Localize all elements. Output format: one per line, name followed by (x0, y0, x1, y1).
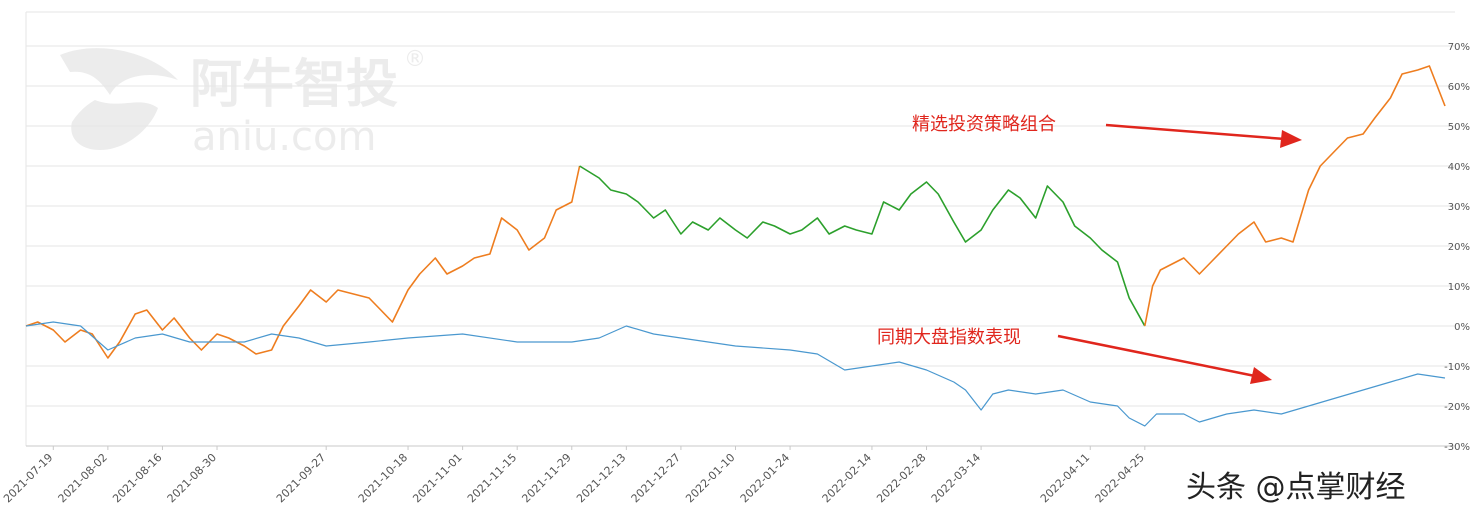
arrow-head-icon (1250, 367, 1272, 384)
portfolio-series-line (579, 165, 1146, 327)
y-tick-label: 70% (1448, 42, 1470, 53)
x-tick-label: 2021-11-01 (410, 451, 464, 505)
x-tick-label: 2021-07-19 (1, 451, 55, 505)
y-tick-label: -10% (1444, 362, 1470, 373)
grid-lines (25, 11, 1455, 447)
x-tick-label: 2022-04-25 (1093, 451, 1147, 505)
watermark-cn: 阿牛智投 (190, 55, 398, 115)
arrow-line (1057, 334, 1256, 378)
x-tick-label: 2022-03-14 (929, 451, 983, 505)
y-tick-label: -20% (1444, 402, 1470, 413)
x-tick-label: 2021-12-27 (629, 451, 683, 505)
x-tick-label: 2021-08-16 (110, 451, 164, 505)
portfolio-series-line (1144, 65, 1446, 327)
y-tick-label: 0% (1454, 322, 1470, 333)
series-lines (25, 65, 1446, 427)
x-tick-label: 2021-10-18 (356, 451, 410, 505)
x-tick-label: 2021-12-13 (574, 451, 628, 505)
x-axis: 2021-07-19 2021-08-02 2021-08-16 2021-08-30… (1, 446, 1147, 505)
annotation-index: 同期大盘指数表现 (877, 327, 1272, 384)
x-tick-label: 2021-11-29 (519, 451, 573, 505)
y-tick-label: -30% (1444, 442, 1470, 453)
credit-watermark: 头条 @点掌财经 (1186, 470, 1406, 505)
x-tick-label: 2021-08-30 (165, 451, 219, 505)
arrow-head-icon (1280, 130, 1302, 148)
index-series-line (25, 321, 1446, 427)
watermark-registered: ® (404, 47, 426, 72)
annotation-portfolio-label: 精选投资策略组合 (912, 114, 1056, 135)
y-tick-label: 60% (1448, 82, 1470, 93)
x-tick-label: 2022-02-28 (874, 451, 928, 505)
annotation-portfolio: 精选投资策略组合 (912, 114, 1302, 148)
annotation-index-label: 同期大盘指数表现 (877, 327, 1021, 348)
y-tick-label: 50% (1448, 122, 1470, 133)
y-tick-label: 10% (1448, 282, 1470, 293)
y-axis: -30% -20% -10% 0% 10% 20% 30% 40% 50% 60% 70% (1444, 42, 1470, 453)
arrow-line (1105, 123, 1286, 141)
x-tick-label: 2022-02-14 (820, 451, 874, 505)
y-tick-label: 20% (1448, 242, 1470, 253)
y-tick-label: 40% (1448, 162, 1470, 173)
y-tick-label: 30% (1448, 202, 1470, 213)
aniu-watermark: 阿牛智投 ® aniu.com (60, 47, 426, 160)
x-tick-label: 2021-08-02 (56, 451, 110, 505)
portfolio-series-line (25, 165, 581, 359)
x-tick-label: 2022-01-24 (738, 451, 792, 505)
bull-logo-icon (60, 48, 178, 150)
x-tick-label: 2022-01-10 (683, 451, 737, 505)
x-tick-label: 2022-04-11 (1038, 451, 1092, 505)
watermark-en: aniu.com (192, 114, 376, 160)
x-tick-label: 2021-11-15 (465, 451, 519, 505)
x-tick-label: 2021-09-27 (274, 451, 328, 505)
